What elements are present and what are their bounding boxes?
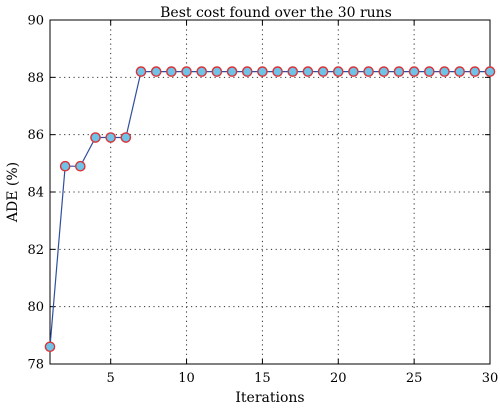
data-point — [59, 160, 71, 172]
data-point — [317, 66, 329, 77]
series-line — [49, 70, 490, 347]
data-point — [302, 66, 314, 77]
data-point — [75, 160, 86, 172]
data-point — [408, 66, 420, 77]
x-tick-label: 15 — [254, 371, 271, 386]
x-tick-label: 30 — [482, 371, 499, 386]
y-tick-label: 86 — [27, 128, 44, 143]
data-point — [257, 66, 268, 77]
chart-title: Best cost found over the 30 runs — [160, 5, 392, 21]
data-point — [120, 132, 132, 143]
y-tick-label: 84 — [27, 186, 44, 201]
y-tick-label: 78 — [27, 358, 44, 373]
y-tick-label: 88 — [27, 71, 44, 86]
data-point — [226, 66, 238, 77]
data-point — [211, 66, 223, 77]
data-point — [105, 132, 116, 143]
data-point — [181, 66, 192, 77]
data-point — [166, 66, 177, 77]
x-tick-label: 5 — [107, 371, 115, 386]
x-tick-label: 20 — [330, 371, 347, 386]
data-point — [454, 66, 465, 77]
x-tick-label: 10 — [178, 371, 195, 386]
data-point — [44, 341, 56, 353]
data-point — [439, 66, 450, 77]
data-point — [241, 66, 253, 77]
data-point — [348, 66, 359, 77]
ticks: 5 10 15 20 25 30 78 80 82 84 86 88 90 — [27, 14, 498, 387]
data-point — [484, 66, 496, 77]
data-point — [393, 66, 405, 77]
data-point — [287, 66, 299, 77]
x-tick-label: 25 — [406, 371, 423, 386]
y-tick-label: 90 — [27, 14, 44, 29]
data-point — [469, 66, 481, 77]
data-point — [272, 66, 283, 77]
x-axis-label: Iterations — [235, 390, 304, 406]
y-tick-label: 82 — [27, 243, 44, 258]
data-point — [135, 66, 147, 77]
series — [44, 66, 496, 353]
y-tick-label: 80 — [27, 300, 44, 315]
data-point — [150, 66, 162, 77]
data-point — [363, 66, 374, 77]
data-point — [332, 66, 344, 77]
y-axis-label: ADE (%) — [5, 162, 21, 223]
data-point — [378, 66, 390, 77]
data-point — [90, 132, 101, 143]
data-point — [424, 66, 435, 77]
data-point — [196, 66, 208, 77]
